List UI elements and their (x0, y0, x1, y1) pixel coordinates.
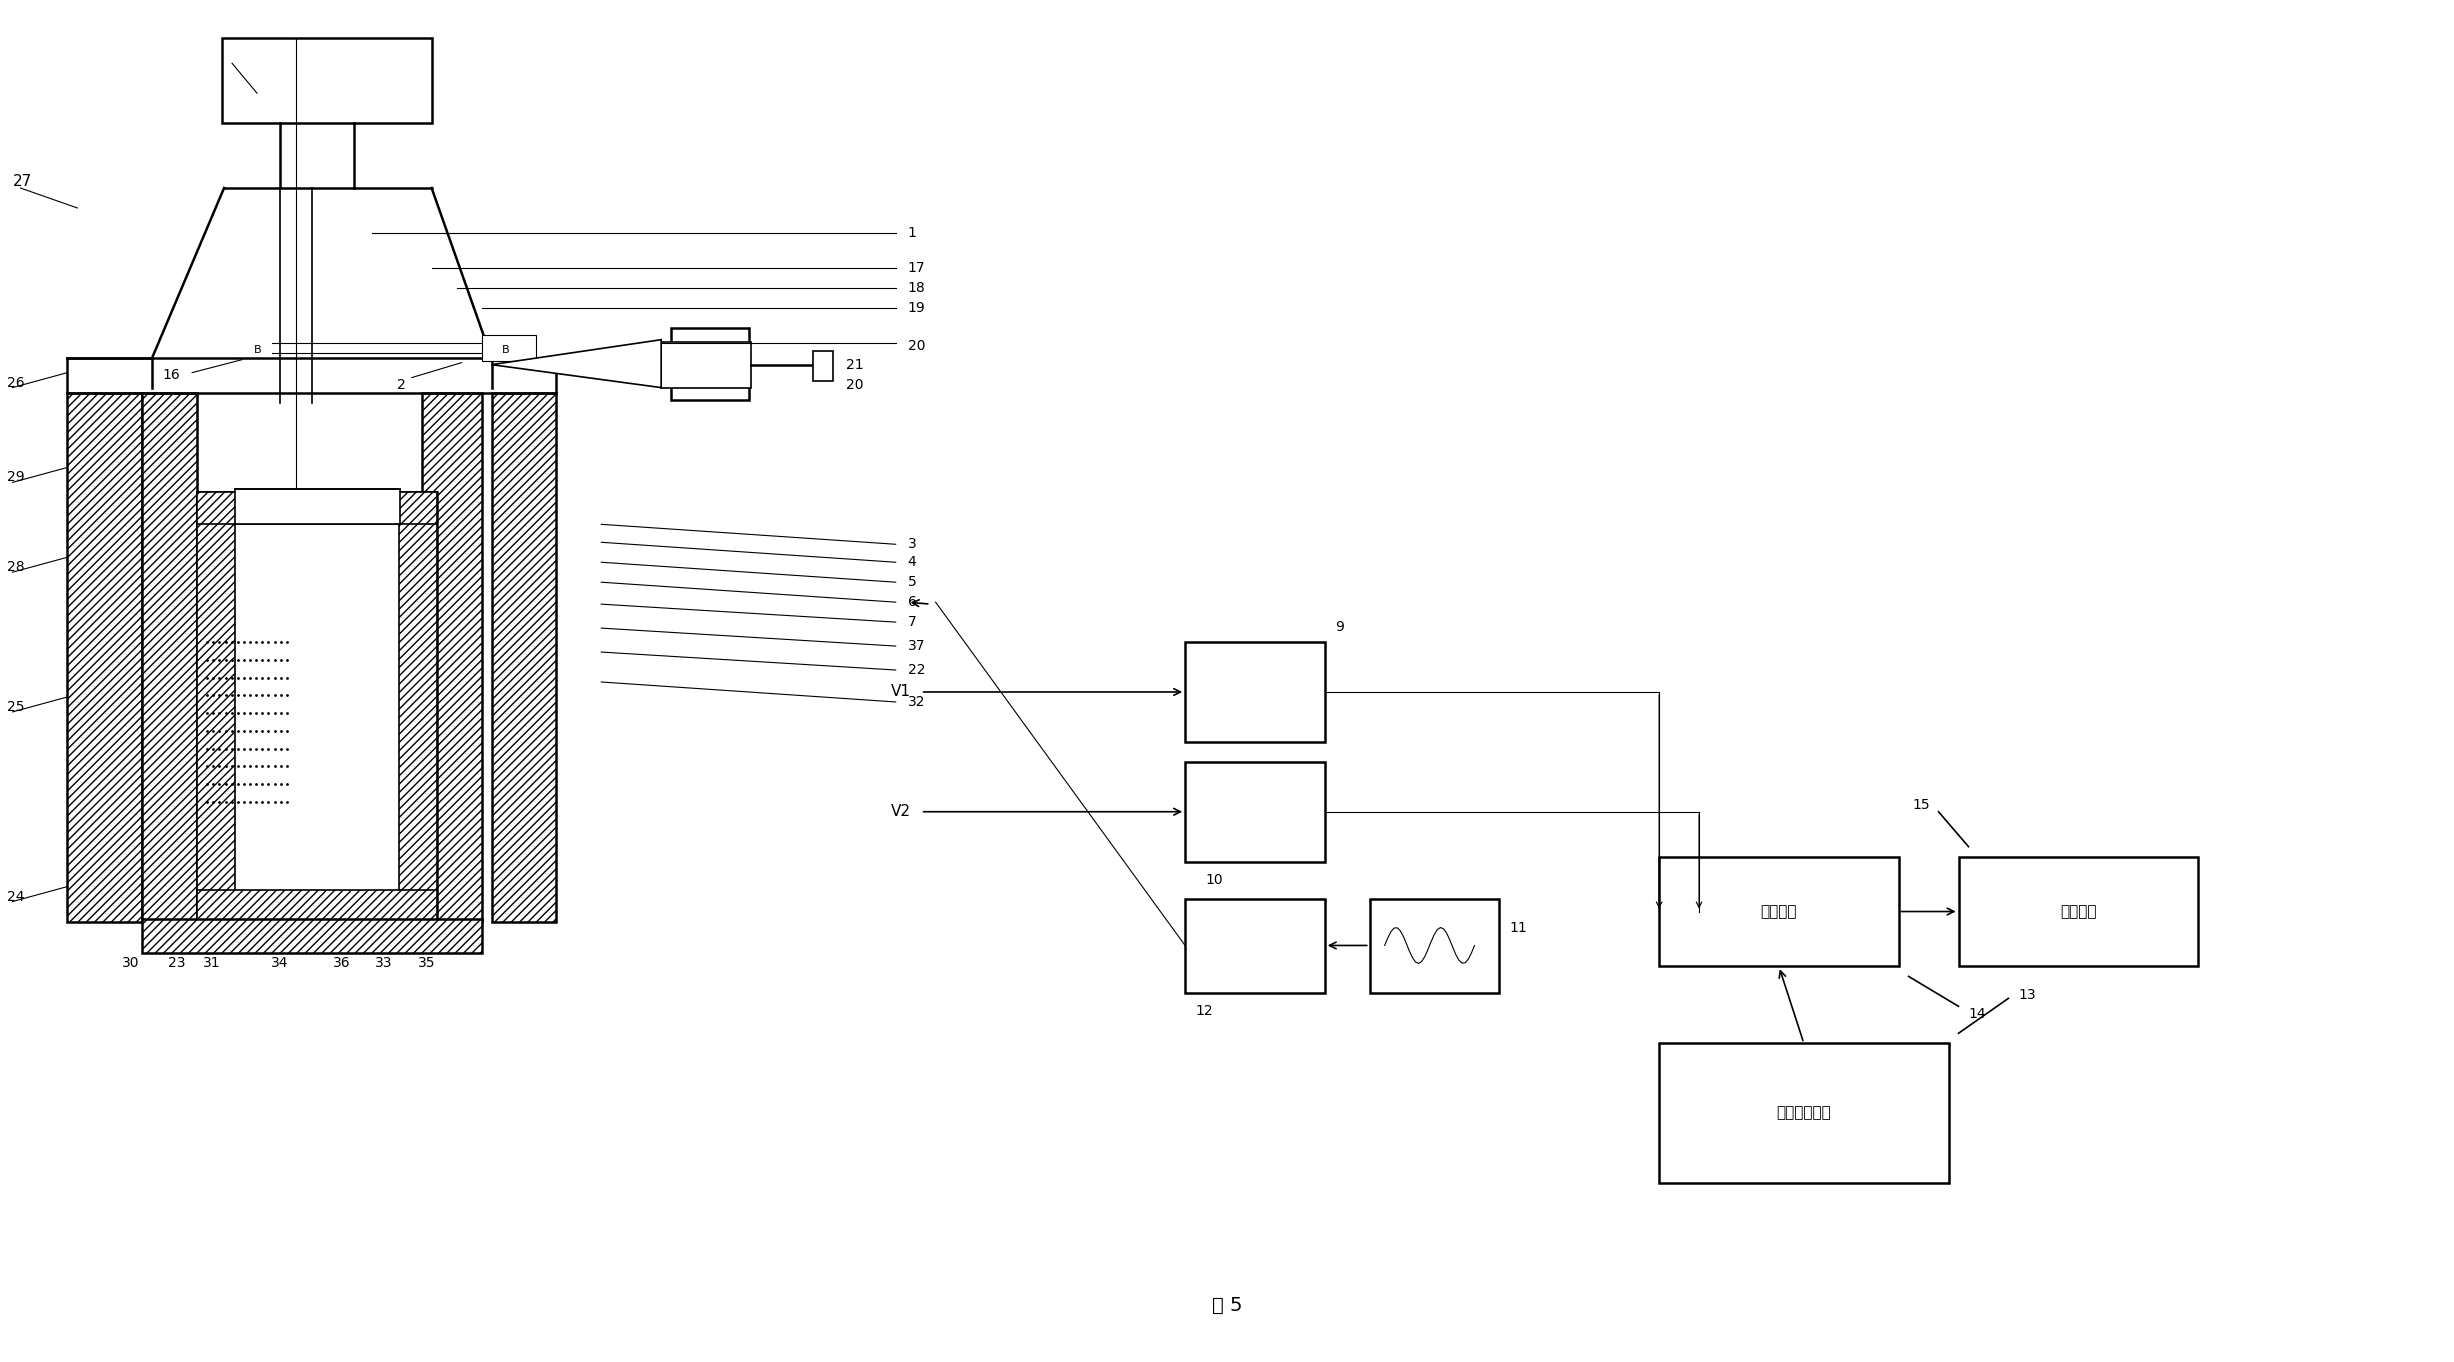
Bar (1185, 761, 1325, 862)
Bar (236, 489, 400, 524)
Bar (670, 328, 748, 399)
Text: 10: 10 (1205, 873, 1222, 887)
Text: 30: 30 (123, 956, 140, 970)
Text: 17: 17 (908, 262, 925, 275)
Bar (221, 38, 432, 123)
Text: 34: 34 (272, 956, 290, 970)
Bar (1185, 899, 1325, 993)
Text: 35: 35 (417, 956, 434, 970)
Text: 数据输入部分: 数据输入部分 (1777, 1106, 1831, 1121)
Bar (196, 889, 437, 922)
Text: 36: 36 (334, 956, 351, 970)
Text: 21: 21 (847, 358, 864, 372)
Text: 20: 20 (847, 377, 864, 392)
Text: 25: 25 (7, 700, 25, 714)
Bar (1958, 857, 2199, 967)
Text: 28: 28 (7, 560, 25, 575)
Text: 23: 23 (169, 956, 187, 970)
Text: 7: 7 (908, 616, 915, 629)
Text: 3: 3 (908, 537, 915, 552)
Text: 13: 13 (2017, 989, 2037, 1002)
Text: 33: 33 (375, 956, 393, 970)
Text: B: B (501, 345, 508, 354)
Bar (196, 493, 437, 524)
Text: 29: 29 (7, 470, 25, 485)
Bar (422, 392, 481, 922)
Text: 22: 22 (908, 663, 925, 677)
Bar (1659, 857, 1899, 967)
Text: V2: V2 (891, 804, 910, 819)
Bar (1185, 642, 1325, 742)
Bar (1369, 899, 1499, 993)
Text: 27: 27 (12, 173, 32, 188)
Text: B: B (255, 345, 263, 354)
Bar (398, 493, 437, 922)
Text: 12: 12 (1195, 1004, 1212, 1019)
Bar (812, 350, 832, 380)
Text: 24: 24 (7, 889, 25, 903)
Bar (491, 392, 557, 922)
Text: 32: 32 (908, 695, 925, 710)
Bar (1659, 1043, 1948, 1184)
Text: 1: 1 (908, 226, 915, 240)
Text: 图 5: 图 5 (1212, 1297, 1242, 1316)
Text: 16: 16 (162, 368, 179, 381)
Text: 20: 20 (908, 339, 925, 353)
Text: 9: 9 (1335, 620, 1345, 635)
Bar (66, 392, 142, 922)
Text: 18: 18 (908, 281, 925, 294)
Text: 数据处理: 数据处理 (1760, 904, 1796, 919)
Text: 26: 26 (7, 376, 25, 390)
Bar (481, 335, 537, 361)
Text: 31: 31 (204, 956, 221, 970)
Bar (142, 392, 196, 922)
Bar (196, 493, 437, 922)
Text: 5: 5 (908, 575, 915, 590)
Text: 2: 2 (398, 377, 405, 392)
Bar (196, 493, 236, 922)
Text: 37: 37 (908, 639, 925, 652)
Text: V1: V1 (891, 685, 910, 700)
Text: 11: 11 (1509, 922, 1526, 936)
Text: 6: 6 (908, 595, 915, 609)
Text: 显示输出: 显示输出 (2059, 904, 2096, 919)
Polygon shape (491, 339, 660, 388)
Bar (660, 342, 751, 388)
Bar (142, 918, 481, 953)
Text: 15: 15 (1914, 798, 1931, 812)
Text: 4: 4 (908, 556, 915, 569)
Text: 14: 14 (1968, 1008, 1985, 1022)
Text: 19: 19 (908, 301, 925, 315)
